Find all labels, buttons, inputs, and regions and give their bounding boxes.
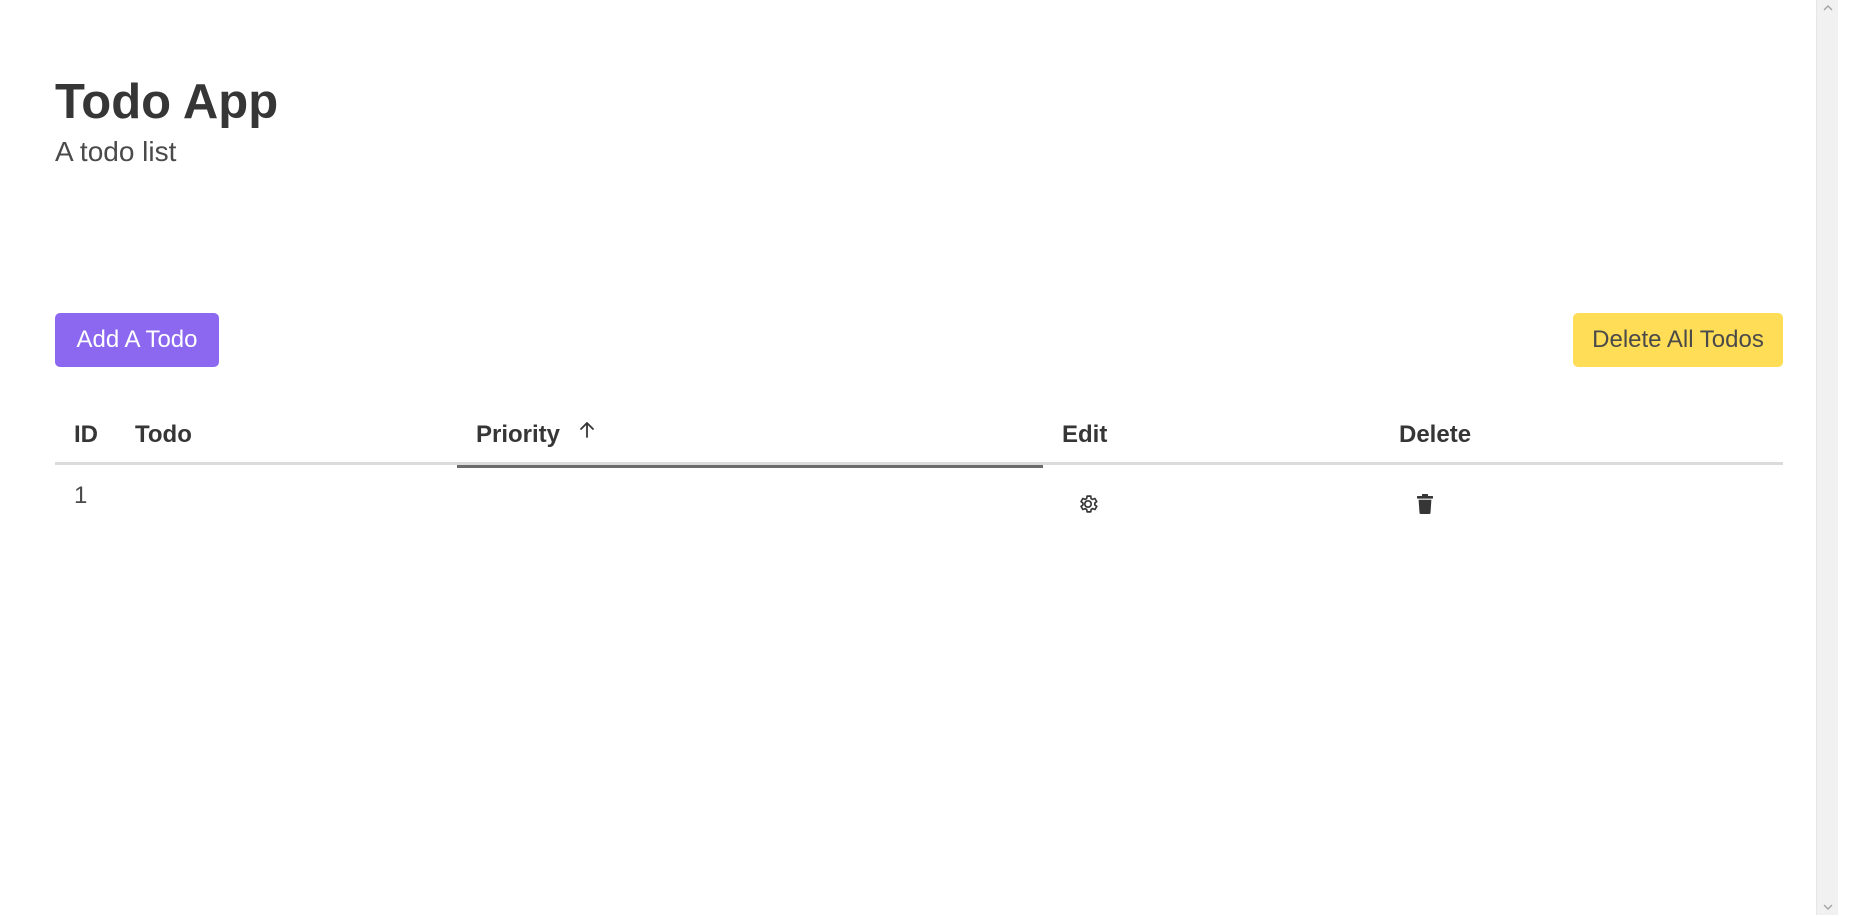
column-header-priority-label: Priority: [476, 421, 561, 448]
edit-todo-button[interactable]: [1073, 491, 1103, 521]
todo-table: ID Todo Priority Edit Delete 1: [55, 405, 1783, 540]
gear-icon: [1077, 493, 1099, 520]
table-row: 1: [55, 465, 1783, 540]
arrow-up-icon: [579, 402, 595, 462]
table-header-row: ID Todo Priority Edit Delete: [55, 405, 1783, 468]
column-header-priority[interactable]: Priority: [457, 405, 1043, 468]
add-todo-button[interactable]: Add A Todo: [55, 313, 219, 367]
delete-todo-button[interactable]: [1410, 491, 1440, 521]
column-header-id[interactable]: ID: [74, 421, 98, 448]
trash-icon: [1416, 493, 1434, 520]
column-header-delete: Delete: [1399, 421, 1472, 448]
page-subtitle: A todo list: [55, 136, 177, 167]
page-title: Todo App: [55, 75, 279, 129]
chevron-down-icon[interactable]: [1822, 901, 1834, 913]
cell-id: 1: [74, 482, 88, 509]
column-header-edit: Edit: [1062, 421, 1108, 448]
chevron-up-icon[interactable]: [1822, 2, 1834, 14]
column-header-todo[interactable]: Todo: [135, 421, 192, 448]
delete-all-todos-button[interactable]: Delete All Todos: [1573, 313, 1783, 367]
vertical-scrollbar[interactable]: [1816, 0, 1838, 915]
